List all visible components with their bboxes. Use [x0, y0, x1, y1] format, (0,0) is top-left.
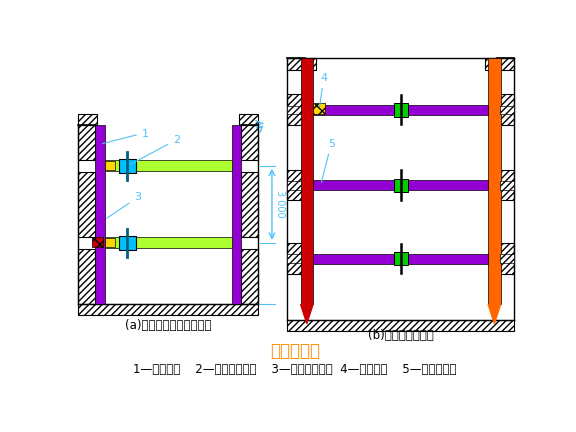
Bar: [313, 181, 488, 191]
Bar: [500, 106, 514, 114]
Polygon shape: [488, 305, 501, 324]
Bar: [301, 58, 313, 305]
Bar: [287, 243, 305, 273]
Bar: [287, 170, 305, 200]
Text: 2: 2: [130, 135, 180, 165]
Text: 5: 5: [321, 139, 335, 182]
Bar: [287, 254, 301, 263]
Bar: [78, 305, 258, 315]
Bar: [287, 181, 301, 190]
Bar: [287, 58, 316, 70]
Bar: [393, 179, 408, 192]
Text: 3: 3: [107, 192, 141, 218]
Bar: [313, 105, 488, 115]
Bar: [287, 320, 514, 330]
Bar: [305, 58, 497, 320]
Text: (a)断续式水平挡土板支撑: (a)断续式水平挡土板支撑: [125, 319, 211, 332]
Bar: [497, 170, 514, 200]
Bar: [287, 94, 305, 125]
Bar: [95, 125, 241, 305]
Bar: [78, 125, 95, 160]
Bar: [488, 58, 501, 305]
Bar: [393, 103, 408, 117]
Text: 4: 4: [320, 73, 327, 107]
Bar: [78, 172, 95, 238]
Bar: [313, 254, 488, 264]
Bar: [95, 125, 105, 305]
Bar: [92, 237, 103, 248]
Bar: [241, 172, 258, 238]
Bar: [287, 106, 301, 114]
Bar: [240, 114, 258, 125]
Bar: [78, 114, 97, 125]
Bar: [485, 58, 514, 70]
Text: 横撑式支撑: 横撑式支撑: [270, 342, 320, 359]
Bar: [497, 94, 514, 125]
Text: 3 000: 3 000: [275, 191, 285, 218]
Bar: [313, 103, 325, 114]
Text: 1—糭横槜；    2—工具式横撑；    3—水平挡土板；  4—横榄木；    5—垂直挡土板: 1—糭横槜； 2—工具式横撑； 3—水平挡土板； 4—横榄木； 5—垂直挡土板: [134, 362, 457, 375]
Bar: [232, 125, 241, 305]
Bar: [500, 181, 514, 190]
Bar: [105, 161, 115, 170]
Bar: [241, 249, 258, 305]
Bar: [241, 125, 258, 160]
Bar: [105, 238, 232, 248]
Bar: [119, 159, 135, 173]
Bar: [500, 254, 514, 263]
Bar: [105, 160, 232, 171]
Bar: [497, 243, 514, 273]
Text: (b)垂直挡土板支撑: (b)垂直挡土板支撑: [367, 329, 434, 342]
Bar: [78, 249, 95, 305]
Bar: [105, 238, 115, 248]
Bar: [393, 252, 408, 265]
Bar: [119, 236, 135, 250]
Polygon shape: [301, 305, 313, 324]
Text: 1: 1: [103, 129, 149, 143]
